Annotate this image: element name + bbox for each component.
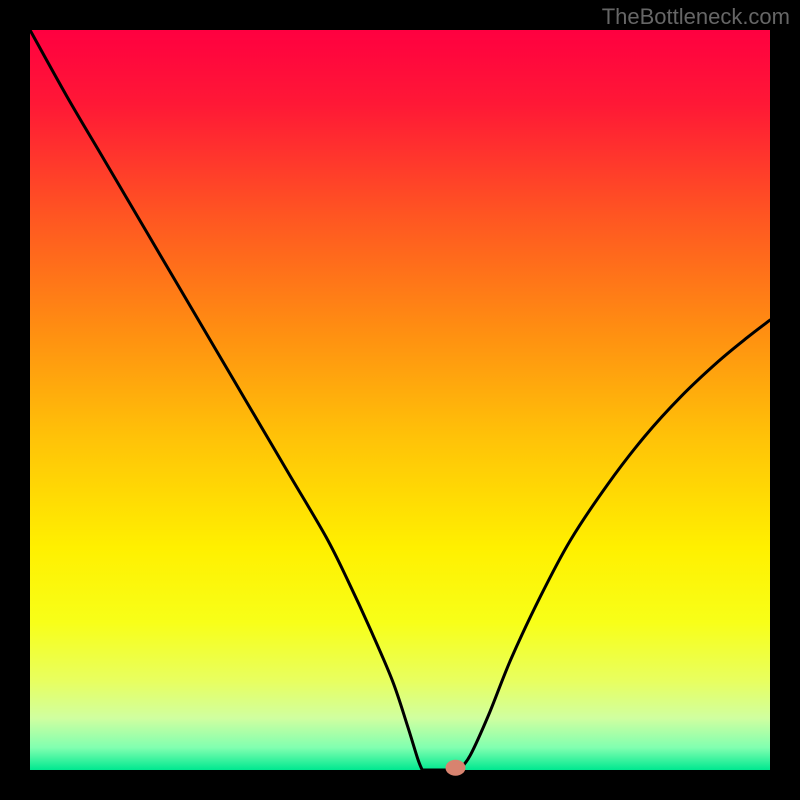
plot-background <box>30 30 770 770</box>
chart-container: TheBottleneck.com <box>0 0 800 800</box>
bottleneck-chart <box>0 0 800 800</box>
optimum-marker <box>446 760 466 776</box>
watermark-text: TheBottleneck.com <box>602 4 790 30</box>
